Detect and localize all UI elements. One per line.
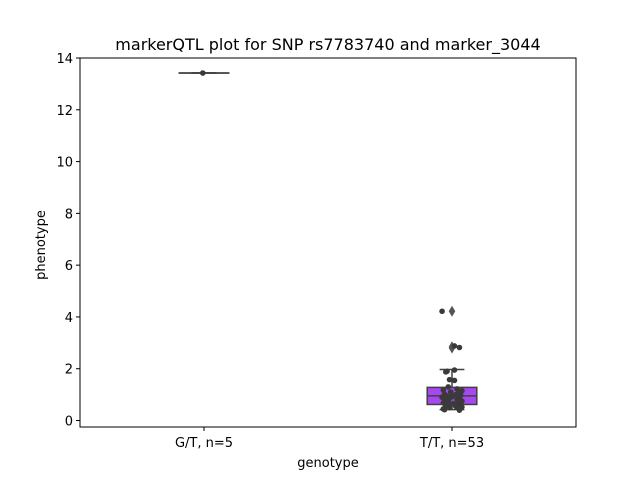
data-point bbox=[454, 386, 460, 392]
y-tick-label: 6 bbox=[65, 259, 73, 274]
data-point bbox=[439, 308, 445, 315]
data-point bbox=[456, 344, 463, 351]
x-tick-label: T/T, n=53 bbox=[419, 436, 484, 451]
data-point bbox=[451, 377, 458, 384]
plot-frame bbox=[79, 57, 577, 428]
data-point bbox=[447, 389, 454, 395]
data-point bbox=[451, 367, 458, 373]
y-tick-label: 4 bbox=[65, 311, 73, 326]
data-point bbox=[445, 384, 452, 390]
data-point bbox=[456, 407, 463, 413]
data-point bbox=[443, 369, 449, 375]
y-tick-label: 8 bbox=[65, 207, 73, 222]
outlier-marker bbox=[448, 305, 456, 317]
x-tick-label: G/T, n=5 bbox=[175, 436, 233, 451]
y-axis-label: phenotype bbox=[34, 210, 49, 280]
x-axis-label: genotype bbox=[297, 456, 358, 471]
y-axis: 0 2 4 6 8 10 12 14 bbox=[56, 52, 80, 430]
x-axis: G/T, n=5 T/T, n=53 bbox=[175, 427, 484, 451]
data-point bbox=[446, 404, 453, 411]
points-group bbox=[439, 308, 465, 413]
points-group bbox=[199, 70, 206, 76]
y-tick-label: 2 bbox=[65, 363, 73, 378]
y-tick-label: 14 bbox=[56, 52, 73, 67]
chart-marks bbox=[178, 70, 478, 413]
data-point bbox=[441, 406, 448, 413]
data-point bbox=[446, 376, 453, 383]
data-point bbox=[199, 70, 206, 76]
chart-title: markerQTL plot for SNP rs7783740 and mar… bbox=[115, 35, 540, 55]
y-tick-label: 0 bbox=[65, 415, 73, 430]
y-tick-label: 12 bbox=[56, 104, 73, 119]
y-tick-label: 10 bbox=[56, 156, 73, 171]
data-point bbox=[451, 343, 458, 349]
